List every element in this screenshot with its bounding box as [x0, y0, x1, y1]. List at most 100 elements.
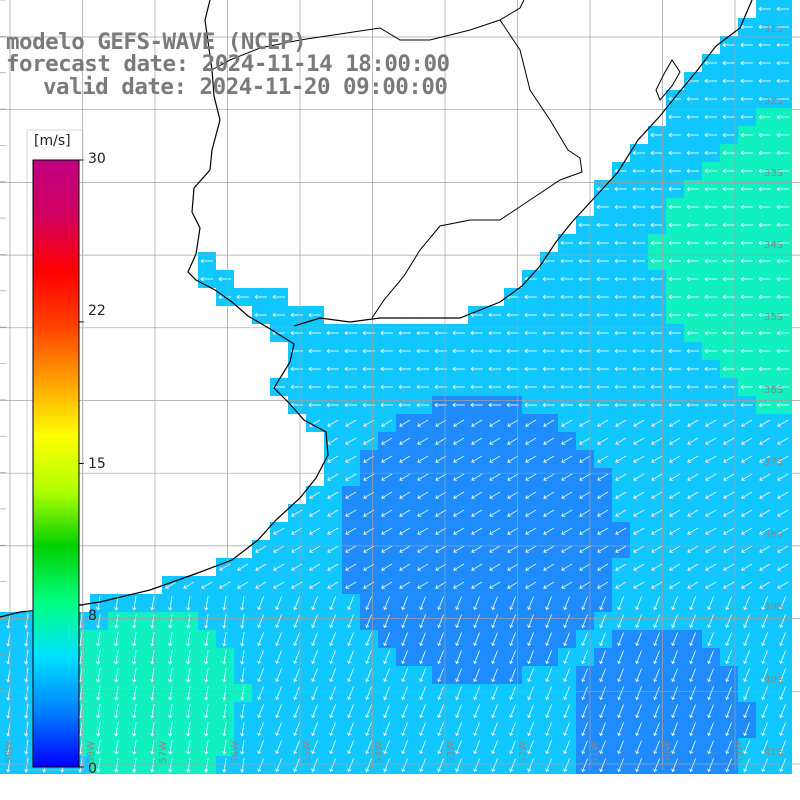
- wind-arrow: [776, 114, 789, 120]
- wind-arrow: [455, 704, 462, 719]
- wind-arrow: [327, 473, 339, 481]
- wind-arrow: [543, 419, 555, 427]
- wind-arrow: [437, 740, 444, 755]
- colorbar-unit: [m/s]: [34, 133, 71, 149]
- wind-arrow: [563, 614, 570, 629]
- wind-arrow: [527, 722, 534, 737]
- wind-arrow: [255, 581, 267, 589]
- wind-arrow: [740, 168, 753, 174]
- wind-arrow: [308, 330, 321, 336]
- wind-arrow: [132, 686, 137, 701]
- wind-arrow: [761, 614, 768, 629]
- wind-arrow: [311, 668, 318, 683]
- lat-label: 33S: [764, 168, 784, 179]
- wind-arrow: [560, 330, 573, 336]
- wind-arrow: [779, 650, 786, 665]
- wind-arrow: [222, 668, 227, 683]
- wind-arrow: [399, 563, 411, 571]
- wind-arrow: [240, 596, 245, 611]
- wind-arrow: [114, 650, 119, 665]
- wind-arrow: [291, 509, 303, 517]
- wind-arrow: [545, 740, 552, 755]
- wind-arrow: [507, 455, 519, 463]
- wind-arrow: [470, 402, 483, 408]
- wind-arrow: [222, 722, 227, 737]
- wind-arrow: [345, 491, 357, 499]
- wind-arrow: [275, 650, 282, 665]
- wind-arrow: [435, 473, 447, 481]
- wind-arrow: [435, 455, 447, 463]
- wind-arrow: [329, 686, 336, 701]
- wind-arrow: [186, 668, 191, 683]
- wind-arrow: [362, 402, 375, 408]
- wind-arrow: [453, 419, 465, 427]
- wind-arrow: [758, 240, 771, 246]
- wind-arrow: [204, 740, 209, 755]
- wind-arrow: [345, 437, 357, 445]
- wind-arrow: [759, 527, 771, 535]
- wind-arrow: [524, 402, 537, 408]
- wind-arrow: [668, 114, 681, 120]
- wind-arrow: [596, 258, 609, 264]
- wind-arrow: [599, 740, 606, 755]
- wind-arrow: [240, 668, 245, 683]
- wind-arrow: [452, 402, 465, 408]
- wind-arrow: [509, 596, 516, 611]
- wind-arrow: [740, 258, 753, 264]
- wind-arrow: [381, 545, 393, 553]
- wind-arrow: [776, 186, 789, 192]
- wind-arrow: [614, 366, 627, 372]
- wind-arrow: [669, 527, 681, 535]
- wind-arrow: [168, 704, 173, 719]
- wind-arrow: [275, 632, 282, 647]
- wind-arrow: [506, 312, 519, 318]
- wind-arrow: [563, 722, 570, 737]
- wind-arrow: [419, 740, 426, 755]
- wind-arrow: [491, 758, 498, 773]
- wind-arrow: [579, 437, 591, 445]
- lon-label: 51W: [590, 741, 601, 764]
- lat-label: 32S: [764, 96, 784, 107]
- wind-arrow: [489, 419, 501, 427]
- wind-arrow: [327, 527, 339, 535]
- wind-arrow: [707, 722, 714, 737]
- wind-arrow: [689, 758, 696, 773]
- wind-arrow: [687, 491, 699, 499]
- wind-arrow: [204, 686, 209, 701]
- lon-label: 59W: [4, 741, 15, 764]
- wind-arrow: [489, 473, 501, 481]
- wind-arrow: [758, 222, 771, 228]
- wind-arrow: [491, 704, 498, 719]
- wind-arrow: [777, 437, 789, 445]
- wind-arrow: [327, 491, 339, 499]
- wind-arrow: [419, 632, 426, 647]
- wind-arrow: [255, 563, 267, 571]
- wind-arrow: [633, 563, 645, 571]
- wind-arrow: [381, 473, 393, 481]
- wind-arrow: [293, 722, 300, 737]
- wind-arrow: [669, 563, 681, 571]
- wind-arrow: [776, 222, 789, 228]
- wind-arrow: [761, 740, 768, 755]
- wind-arrow: [578, 366, 591, 372]
- wind-arrow: [740, 60, 753, 66]
- wind-arrow: [542, 384, 555, 390]
- wind-arrow: [741, 563, 753, 571]
- wind-arrow: [687, 581, 699, 589]
- wind-arrow: [419, 668, 426, 683]
- wind-arrow: [759, 581, 771, 589]
- wind-arrow: [633, 419, 645, 427]
- wind-arrow: [186, 704, 191, 719]
- wind-arrow: [635, 758, 642, 773]
- wind-arrow: [653, 686, 660, 701]
- wind-arrow: [704, 204, 717, 210]
- wind-arrow: [362, 384, 375, 390]
- wind-arrow: [96, 722, 101, 737]
- wind-arrow: [437, 632, 444, 647]
- wind-arrow: [725, 722, 732, 737]
- wind-arrow: [401, 758, 408, 773]
- wind-arrow: [779, 740, 786, 755]
- wind-arrow: [599, 668, 606, 683]
- wind-arrow: [779, 686, 786, 701]
- wind-arrow: [776, 6, 789, 12]
